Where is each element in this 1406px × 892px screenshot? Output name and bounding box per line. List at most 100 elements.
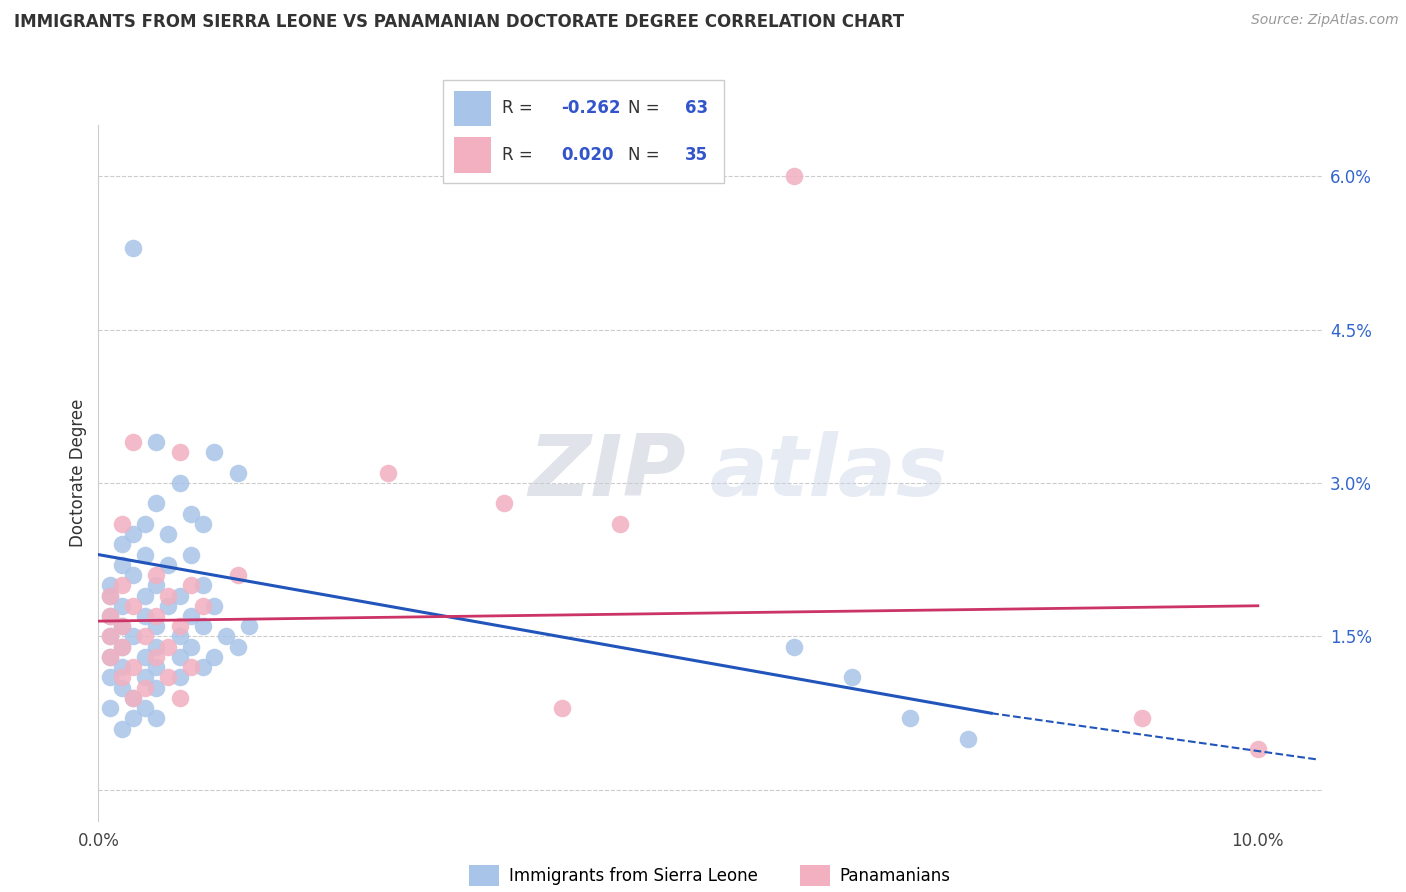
Point (226, 568, 249, 582)
Point (110, 660, 132, 674)
Point (169, 690, 191, 705)
Point (180, 609, 202, 624)
Point (98, 670, 121, 684)
Text: atlas: atlas (710, 431, 948, 515)
Point (122, 690, 145, 705)
Point (122, 599, 145, 613)
Point (98, 649, 121, 664)
Point (145, 711, 167, 725)
Point (956, 731, 979, 746)
Point (110, 640, 132, 654)
Point (156, 599, 179, 613)
Point (110, 619, 132, 633)
Point (110, 558, 132, 572)
Point (134, 589, 156, 603)
Point (98, 630, 121, 644)
Point (134, 630, 156, 644)
Point (145, 681, 167, 695)
Point (145, 496, 167, 510)
Point (180, 548, 202, 562)
Point (122, 690, 145, 705)
Point (180, 507, 202, 521)
FancyBboxPatch shape (454, 136, 491, 173)
Point (609, 516, 631, 531)
Point (156, 589, 179, 603)
Point (145, 609, 167, 624)
Point (145, 619, 167, 633)
Point (377, 466, 399, 480)
Point (122, 435, 145, 450)
Point (110, 722, 132, 736)
Point (783, 640, 806, 654)
Point (98, 609, 121, 624)
Point (180, 640, 202, 654)
Text: ZIP: ZIP (527, 431, 686, 515)
Legend: Immigrants from Sierra Leone, Panamanians: Immigrants from Sierra Leone, Panamanian… (463, 859, 957, 892)
Point (226, 640, 249, 654)
Point (134, 548, 156, 562)
Point (110, 670, 132, 684)
Point (145, 568, 167, 582)
Point (191, 619, 214, 633)
Point (110, 599, 132, 613)
Point (202, 445, 225, 459)
Text: R =: R = (502, 100, 538, 118)
Point (98, 589, 121, 603)
Point (134, 681, 156, 695)
Text: 63: 63 (685, 100, 707, 118)
Point (122, 568, 145, 582)
Point (215, 630, 238, 644)
Point (122, 527, 145, 541)
Point (110, 578, 132, 592)
Point (169, 649, 191, 664)
Point (202, 599, 225, 613)
Point (156, 558, 179, 572)
Point (180, 660, 202, 674)
Point (145, 578, 167, 592)
Text: N =: N = (628, 145, 665, 163)
Point (169, 475, 191, 490)
Point (169, 670, 191, 684)
Point (98, 649, 121, 664)
Text: N =: N = (628, 100, 665, 118)
FancyBboxPatch shape (443, 80, 724, 183)
Point (98, 630, 121, 644)
Point (202, 649, 225, 664)
Point (145, 435, 167, 450)
Point (134, 649, 156, 664)
Point (134, 701, 156, 715)
Point (1247, 742, 1270, 756)
Point (98, 589, 121, 603)
Point (122, 660, 145, 674)
Point (145, 649, 167, 664)
Text: Source: ZipAtlas.com: Source: ZipAtlas.com (1251, 13, 1399, 28)
Point (191, 516, 214, 531)
Point (898, 711, 921, 725)
Point (169, 619, 191, 633)
Text: -0.262: -0.262 (561, 100, 620, 118)
Point (191, 578, 214, 592)
Point (169, 589, 191, 603)
Point (551, 701, 574, 715)
Point (156, 640, 179, 654)
Point (122, 711, 145, 725)
Point (134, 670, 156, 684)
Point (122, 630, 145, 644)
Point (134, 516, 156, 531)
Point (156, 527, 179, 541)
Point (238, 619, 260, 633)
Point (98, 701, 121, 715)
Point (145, 640, 167, 654)
Text: IMMIGRANTS FROM SIERRA LEONE VS PANAMANIAN DOCTORATE DEGREE CORRELATION CHART: IMMIGRANTS FROM SIERRA LEONE VS PANAMANI… (14, 13, 904, 31)
Text: 35: 35 (685, 145, 707, 163)
Point (145, 660, 167, 674)
Point (98, 609, 121, 624)
Point (494, 496, 516, 510)
Point (169, 445, 191, 459)
Point (98, 578, 121, 592)
Point (110, 619, 132, 633)
Text: 0.020: 0.020 (561, 145, 613, 163)
Point (226, 466, 249, 480)
Point (783, 169, 806, 183)
Point (122, 241, 145, 255)
